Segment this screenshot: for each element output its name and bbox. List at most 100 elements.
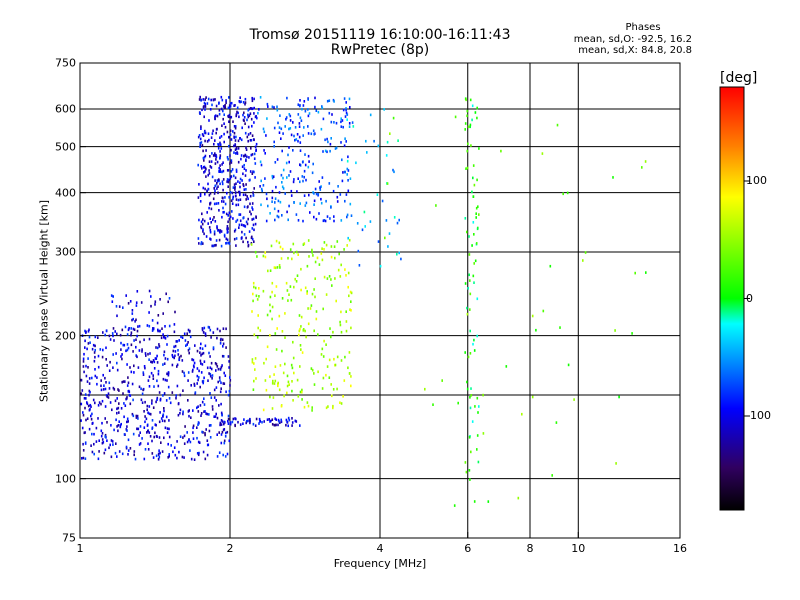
data-point [190, 384, 192, 387]
data-point [142, 373, 145, 376]
data-point [80, 402, 83, 406]
data-point [148, 289, 151, 293]
data-point [330, 206, 332, 209]
data-point [216, 455, 219, 458]
data-point [234, 228, 237, 232]
data-point [230, 148, 232, 152]
data-point [377, 144, 380, 148]
data-point [249, 178, 251, 182]
data-point [207, 97, 210, 101]
data-point [224, 374, 227, 377]
data-point [337, 185, 339, 188]
data-point [325, 199, 327, 203]
data-point [106, 364, 108, 367]
data-point [173, 330, 176, 334]
data-point [153, 367, 156, 370]
data-point [244, 101, 247, 104]
data-point [229, 379, 232, 382]
data-point [346, 244, 348, 247]
data-point [474, 405, 476, 408]
data-point [114, 399, 117, 403]
data-point [298, 329, 301, 333]
data-point [277, 418, 280, 422]
data-point [213, 192, 216, 195]
data-point [476, 434, 479, 437]
data-point [322, 219, 325, 223]
data-point [128, 394, 131, 397]
data-point [348, 122, 351, 125]
data-point [242, 193, 245, 197]
data-point [168, 397, 171, 400]
data-point [218, 209, 220, 212]
data-point [149, 352, 151, 355]
data-point [311, 368, 314, 372]
data-point [303, 175, 305, 179]
data-point [191, 358, 193, 361]
data-point [243, 154, 245, 158]
data-point [466, 230, 468, 234]
data-point [107, 392, 110, 395]
data-point [304, 286, 307, 290]
data-point [224, 104, 226, 107]
data-point [323, 275, 326, 279]
data-point [257, 326, 259, 330]
data-point [104, 387, 107, 391]
data-point [131, 382, 134, 386]
data-point [220, 135, 223, 138]
data-point [379, 264, 382, 268]
data-point [315, 317, 318, 321]
data-point [199, 111, 201, 115]
data-point [218, 166, 220, 170]
data-point [112, 386, 115, 390]
data-point [162, 394, 164, 397]
data-point [131, 412, 134, 416]
data-point [121, 357, 123, 361]
data-point [199, 95, 201, 99]
data-point [102, 388, 105, 391]
data-point [301, 398, 303, 401]
data-point [472, 342, 474, 346]
data-point [138, 443, 141, 446]
data-point [248, 114, 251, 117]
data-point [197, 410, 200, 413]
data-point [208, 372, 210, 375]
data-point [467, 355, 470, 359]
data-point [166, 379, 168, 382]
data-point [222, 109, 224, 113]
data-point [573, 398, 575, 401]
data-point [148, 324, 151, 328]
data-point [234, 188, 236, 191]
data-point [239, 177, 242, 181]
data-point [385, 154, 388, 157]
data-point [318, 263, 321, 266]
data-point [277, 215, 280, 219]
data-point [204, 192, 206, 196]
data-point [294, 126, 297, 129]
data-point [269, 395, 271, 399]
data-point [122, 392, 124, 395]
data-point [470, 144, 472, 147]
data-point [204, 344, 207, 348]
data-point [299, 202, 301, 205]
data-point [218, 431, 220, 434]
data-point [159, 398, 162, 402]
data-point [85, 397, 87, 400]
data-point [175, 340, 178, 343]
data-point [116, 411, 118, 415]
data-point [110, 424, 112, 427]
data-point [293, 251, 295, 255]
data-point [265, 388, 268, 392]
data-point [203, 159, 205, 162]
data-point [299, 116, 302, 120]
data-point [281, 181, 283, 184]
data-point [293, 178, 295, 181]
data-point [121, 380, 123, 384]
data-point [229, 191, 232, 194]
data-point [240, 100, 242, 103]
data-point [299, 365, 301, 368]
data-point [333, 215, 335, 218]
data-point [241, 179, 243, 182]
data-point [387, 245, 389, 248]
data-point [146, 408, 148, 411]
data-point [102, 441, 105, 444]
